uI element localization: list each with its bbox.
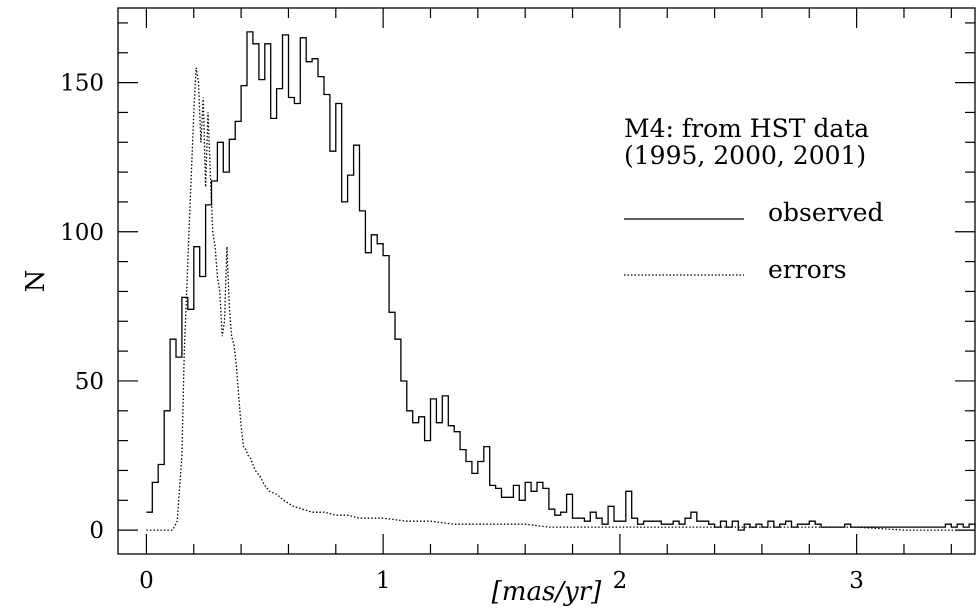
x-tick-label: 0 [139,568,154,594]
plot-border [117,7,976,555]
y-axis-label: N [21,270,51,293]
x-axis-label: [mas/yr] [492,577,603,607]
y-tick-label: 150 [60,71,104,97]
series-observed [146,31,976,531]
annotation-text: M4: from HST data [624,114,869,143]
y-tick-label: 100 [60,220,104,246]
y-tick-label: 50 [75,369,104,395]
x-tick-label: 3 [849,568,864,594]
series-errors [146,67,975,531]
annotation-text: (1995, 2000, 2001) [624,141,866,170]
tick-labels: 0 1 2 3 0 50 100 150 [60,71,864,594]
y-tick-label: 0 [89,518,104,544]
legend-label-observed: observed [768,198,884,227]
series-layer [146,31,976,531]
legend: M4: from HST data(1995, 2000, 2001) obser… [624,114,884,284]
x-tick-label: 2 [613,568,628,594]
plot-frame [117,7,976,555]
axis-ticks [118,8,975,554]
x-tick-label: 1 [376,568,391,594]
legend-label-errors: errors [768,255,847,284]
